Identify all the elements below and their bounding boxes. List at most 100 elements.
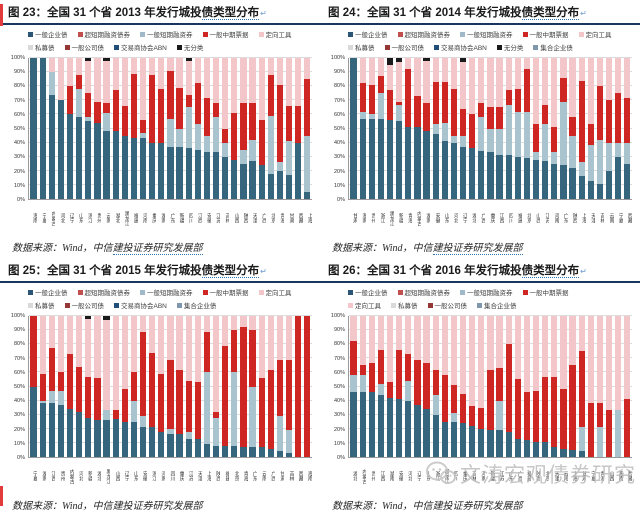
bar-column — [47, 316, 56, 457]
bar-segment — [414, 316, 421, 360]
legend-item: 交易商协会ABN — [114, 300, 167, 310]
bar-segment — [249, 58, 256, 104]
bar-广东 — [560, 58, 567, 199]
y-tick-label: 30% — [13, 154, 25, 161]
x-axis-label: 浙江 — [434, 471, 440, 481]
x-axis-label: 黑龙江 — [123, 210, 129, 226]
legend-swatch — [348, 289, 353, 295]
x-axis-label: 山东 — [443, 213, 449, 223]
x-axis-label: 甘肃 — [581, 471, 587, 481]
bar-column — [184, 58, 193, 199]
x-axis-label: 吉林 — [599, 213, 605, 223]
x-axis-label: 山西 — [114, 471, 120, 481]
bar-segment — [194, 316, 201, 383]
legend-label: 超短期融资债券 — [84, 290, 131, 297]
bar-segment — [505, 316, 512, 345]
bar-column — [404, 316, 413, 457]
legend-swatch — [28, 31, 33, 37]
bar-江西 — [377, 316, 385, 457]
bar-segment — [276, 162, 284, 171]
plot-area — [28, 315, 312, 458]
bar-segment — [267, 58, 274, 75]
y-tick-label: 40% — [333, 140, 345, 147]
legend-item: 私募债 — [348, 42, 375, 52]
source-text-underlined: 建投证券研究发展部 — [432, 501, 523, 511]
y-axis: 0% 10% 20% 30% 40% 50% 60% 70% 80% 90% 100% — [328, 313, 348, 461]
bar-column — [266, 58, 275, 199]
bar-segment — [176, 316, 183, 370]
bar-column — [495, 316, 504, 457]
bar-segment — [450, 413, 458, 422]
bar-segment — [423, 103, 430, 132]
bar-segment — [396, 399, 403, 457]
bar-column — [248, 58, 257, 199]
bar-segment — [350, 58, 357, 199]
chart-title-fig26: 图 26：全国 31 个省 2016 年发行城投债类型分布↵ — [320, 258, 640, 283]
bar-segment — [222, 128, 229, 143]
bar-column — [257, 316, 266, 457]
bar-黑龙江 — [441, 316, 448, 457]
bar-segment — [551, 152, 558, 164]
plot-area — [348, 315, 632, 458]
bar-segment — [222, 156, 229, 199]
bar-segment — [532, 316, 540, 391]
bar-segment — [423, 60, 430, 104]
bar-segment — [185, 58, 192, 61]
bar-segment — [551, 447, 558, 457]
bar-segment — [121, 105, 128, 136]
legend-swatch — [578, 31, 584, 37]
y-tick-label: 10% — [13, 440, 25, 447]
bar-column — [386, 316, 395, 457]
bar-segment — [386, 397, 394, 457]
gridline — [349, 315, 632, 316]
bar-segment — [285, 58, 293, 106]
legend-item: 超短期融资债券 — [397, 287, 450, 297]
bar-segment — [285, 141, 293, 176]
bar-segment — [39, 373, 46, 401]
bar-column — [193, 58, 202, 199]
source-text: 数据来源：Wind，中信 — [332, 243, 433, 254]
bar-陕西 — [532, 316, 540, 457]
bar-column — [285, 58, 294, 199]
bar-column — [358, 316, 367, 457]
legend-label: 私募债 — [398, 303, 418, 310]
x-axis-label: 辽宁 — [462, 213, 468, 223]
bar-segment — [523, 158, 531, 199]
title-text-underlined: 债类型分布 — [521, 7, 580, 20]
x-axis-label: 云南 — [562, 471, 568, 481]
y-tick-label: 60% — [13, 369, 25, 376]
bar-segment — [496, 128, 503, 156]
bar-segment — [94, 316, 101, 379]
bar-column — [586, 316, 595, 457]
bar-segment — [432, 124, 439, 135]
bar-segment — [222, 142, 229, 157]
bar-辽宁 — [121, 316, 128, 457]
bar-column — [349, 58, 358, 199]
bar-column — [495, 58, 504, 199]
bar-column — [367, 58, 376, 199]
bar-福建 — [514, 58, 521, 199]
x-axis-label: 湖南 — [160, 213, 166, 223]
y-tick-label: 0% — [17, 197, 25, 203]
bar-河南 — [478, 316, 485, 457]
legend-label: 一般短期融资券 — [147, 290, 193, 297]
bar-segment — [386, 120, 394, 199]
legend-label: 无分类 — [183, 45, 204, 52]
bar-column — [459, 58, 468, 199]
x-axis-label: 辽宁 — [416, 471, 422, 481]
bar-segment — [85, 316, 92, 319]
bar-column — [248, 316, 257, 457]
legend-label: 一般中期票据 — [529, 290, 569, 297]
x-axis-label: 内蒙古 — [50, 210, 56, 226]
bar-segment — [249, 386, 256, 448]
bar-辽宁 — [459, 58, 467, 199]
bar-segment — [396, 316, 403, 350]
bar-segment — [76, 58, 83, 75]
bar-甘肃 — [276, 316, 284, 457]
bar-segment — [359, 365, 366, 376]
legend-label: 一般短期融资券 — [467, 290, 513, 297]
bar-segment — [158, 89, 165, 143]
bars-row — [29, 316, 312, 457]
bar-segment — [185, 60, 192, 95]
bar-segment — [605, 316, 613, 411]
